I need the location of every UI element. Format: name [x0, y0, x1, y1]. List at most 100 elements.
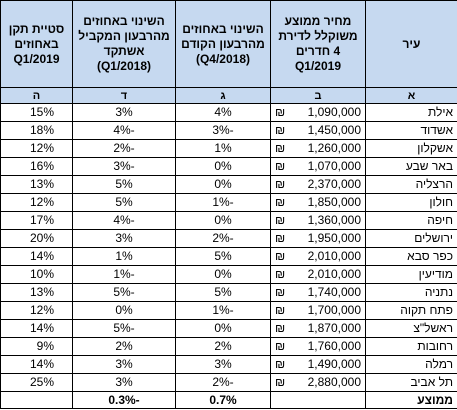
column-letter: ב — [270, 87, 366, 104]
price-wrap: 2,010,000 ₪ — [275, 249, 361, 265]
price-wrap: 2,880,000 ₪ — [275, 375, 361, 391]
currency: ₪ — [275, 123, 286, 137]
currency: ₪ — [275, 267, 286, 281]
city: ירושלים — [365, 229, 457, 248]
change-year: -5% — [72, 319, 176, 338]
change-year: 3% — [72, 355, 176, 374]
city: חיפה — [365, 211, 457, 230]
data-row: ירושלים 1,950,000 ₪ -2% 3% 20% — [0, 229, 457, 248]
currency: ₪ — [275, 357, 286, 371]
empty-cell — [270, 391, 366, 409]
change-prev: 0% — [175, 175, 271, 194]
currency: ₪ — [275, 105, 286, 119]
currency: ₪ — [275, 375, 286, 389]
currency: ₪ — [275, 213, 286, 227]
change-prev: 1% — [175, 139, 271, 158]
data-row: חיפה 1,360,000 ₪ 0% -4% 17% — [0, 211, 457, 230]
average-label: ממוצע — [365, 391, 457, 409]
price: 1,740,000 — [307, 285, 361, 299]
city: רמלה — [365, 355, 457, 374]
data-row: מודיעין 2,010,000 ₪ 0% -1% 10% — [0, 265, 457, 284]
currency: ₪ — [275, 195, 286, 209]
data-row: פתח תקוה 1,700,000 ₪ -1% 0% 12% — [0, 301, 457, 320]
price-wrap: 1,450,000 ₪ — [275, 123, 361, 139]
column-letter: ג — [175, 87, 271, 104]
column-header: מחיר ממוצע משוקלל לדירת 4 חדרים Q1/2019 — [270, 0, 366, 88]
data-row: חולון 1,850,000 ₪ -1% 5% 12% — [0, 193, 457, 212]
column-header: השינוי באחוזים מהרבעון המקביל אשתקד (Q1/… — [72, 0, 176, 88]
change-prev: 0% — [175, 211, 271, 230]
data-row: נתניה 1,740,000 ₪ 5% -5% 13% — [0, 283, 457, 302]
currency: ₪ — [275, 249, 286, 263]
price-cell: 1,700,000 ₪ — [270, 301, 366, 320]
column-letter: ה — [0, 87, 73, 104]
currency: ₪ — [275, 159, 286, 173]
std-dev: 9% — [0, 337, 73, 356]
data-row: אשקלון 1,260,000 ₪ 1% -2% 12% — [0, 139, 457, 158]
column-letter: ד — [72, 87, 176, 104]
change-prev: -2% — [175, 229, 271, 248]
change-prev: 5% — [175, 283, 271, 302]
change-prev: 3% — [175, 355, 271, 374]
std-dev: 14% — [0, 247, 73, 266]
city: ראשל"צ — [365, 319, 457, 338]
price: 1,760,000 — [307, 339, 361, 353]
change-prev: -1% — [175, 301, 271, 320]
price-cell: 2,880,000 ₪ — [270, 373, 366, 392]
city: נתניה — [365, 283, 457, 302]
change-year: -3% — [72, 157, 176, 176]
city: רחובות — [365, 337, 457, 356]
std-dev: 16% — [0, 157, 73, 176]
currency: ₪ — [275, 321, 286, 335]
currency: ₪ — [275, 141, 286, 155]
change-prev: 4% — [175, 103, 271, 122]
currency: ₪ — [275, 285, 286, 299]
change-year: -2% — [72, 139, 176, 158]
change-year: 0% — [72, 301, 176, 320]
data-row: באר שבע 1,070,000 ₪ 0% -3% 16% — [0, 157, 457, 176]
change-prev: -1% — [175, 193, 271, 212]
price-cell: 1,950,000 ₪ — [270, 229, 366, 248]
price: 1,700,000 — [307, 303, 361, 317]
std-dev: 12% — [0, 193, 73, 212]
price: 2,010,000 — [307, 249, 361, 263]
price-wrap: 1,260,000 ₪ — [275, 141, 361, 157]
city: פתח תקוה — [365, 301, 457, 320]
column-header: סטיית תקן באחוזים Q1/2019 — [0, 0, 73, 88]
price-wrap: 2,010,000 ₪ — [275, 267, 361, 283]
city: אילת — [365, 103, 457, 122]
std-dev: 18% — [0, 121, 73, 140]
change-prev: 0% — [175, 265, 271, 284]
city: אשדוד — [365, 121, 457, 140]
price-cell: 1,360,000 ₪ — [270, 211, 366, 230]
city: אשקלון — [365, 139, 457, 158]
currency: ₪ — [275, 231, 286, 245]
price-cell: 1,870,000 ₪ — [270, 319, 366, 338]
std-dev: 10% — [0, 265, 73, 284]
data-row: כפר סבא 2,010,000 ₪ 5% 1% 14% — [0, 247, 457, 266]
price-wrap: 1,740,000 ₪ — [275, 285, 361, 301]
price-cell: 1,850,000 ₪ — [270, 193, 366, 212]
change-year: 3% — [72, 103, 176, 122]
data-row: ראשל"צ 1,870,000 ₪ 0% -5% 14% — [0, 319, 457, 338]
price: 1,450,000 — [307, 123, 361, 137]
change-prev: 0% — [175, 319, 271, 338]
change-year: 2% — [72, 337, 176, 356]
average-change-prev: 0.7% — [175, 391, 271, 409]
price-wrap: 1,950,000 ₪ — [275, 231, 361, 247]
change-year: -4% — [72, 121, 176, 140]
change-year: -1% — [72, 265, 176, 284]
city: מודיעין — [365, 265, 457, 284]
table-body: אילת 1,090,000 ₪ 4% 3% 15% אשדוד 1,450,000 ₪ -3% -… — [0, 103, 457, 409]
currency: ₪ — [275, 177, 286, 191]
change-prev: -3% — [175, 121, 271, 140]
std-dev: 12% — [0, 139, 73, 158]
std-dev: 17% — [0, 211, 73, 230]
change-year: 3% — [72, 373, 176, 392]
change-prev: -2% — [175, 373, 271, 392]
price-cell: 1,260,000 ₪ — [270, 139, 366, 158]
std-dev: 12% — [0, 301, 73, 320]
header-row: עיר מחיר ממוצע משוקלל לדירת 4 חדרים Q1/20… — [0, 0, 457, 88]
data-row: אילת 1,090,000 ₪ 4% 3% 15% — [0, 103, 457, 122]
